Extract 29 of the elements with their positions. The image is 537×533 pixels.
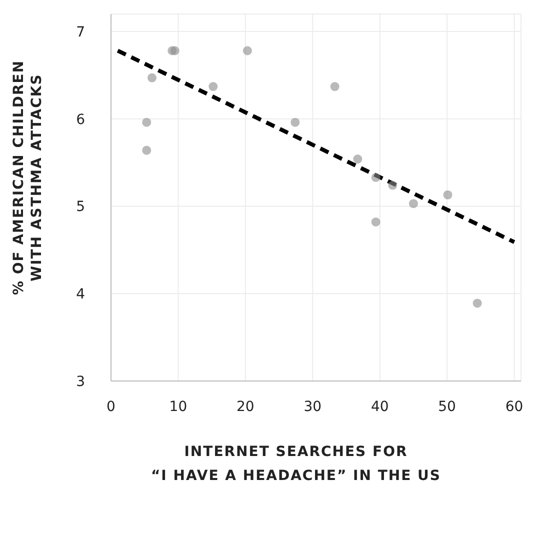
x-axis-title: INTERNET SEARCHES FOR “I HAVE A HEADACHE” IN THE US (150, 444, 442, 484)
point (142, 146, 152, 155)
point (142, 118, 152, 127)
point (330, 82, 340, 92)
point (472, 298, 482, 308)
y-tick-label: 3 (76, 374, 85, 390)
x-tick-label: 30 (304, 398, 322, 415)
point (388, 180, 398, 190)
x-tick-label: 0 (106, 398, 116, 415)
point (208, 82, 218, 92)
y-tick-label: 6 (76, 112, 86, 128)
x-tick-label: 40 (370, 398, 389, 415)
y-tick-label: 4 (76, 286, 86, 303)
y-tick-label: 5 (76, 199, 85, 216)
point (353, 154, 362, 164)
x-tick-label: 60 (505, 398, 524, 415)
point (443, 190, 452, 200)
x-tick-label: 50 (438, 398, 456, 415)
point (242, 46, 252, 56)
point (170, 46, 180, 56)
point (290, 118, 300, 127)
point (147, 73, 157, 82)
point (408, 199, 418, 208)
point (371, 217, 380, 226)
y-axis-title: % OF AMERICAN CHILDREN WITH ASTHMA ATTACKS (11, 60, 45, 296)
x-tick-label: 10 (169, 398, 188, 415)
y-tick-label: 7 (76, 24, 85, 40)
point (371, 172, 380, 182)
x-tick-label: 20 (236, 398, 254, 415)
